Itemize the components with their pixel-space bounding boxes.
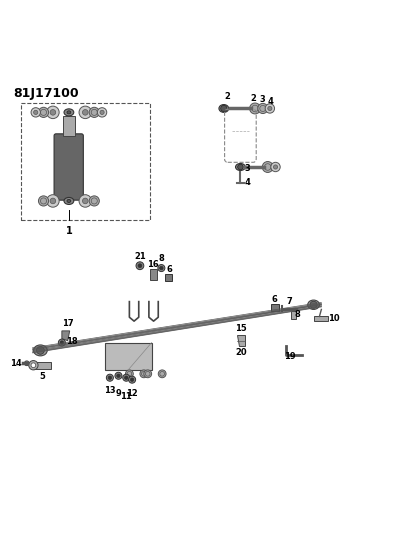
Text: 1: 1: [66, 225, 72, 236]
Circle shape: [60, 341, 64, 344]
Bar: [291, 311, 296, 319]
Text: 81J17: 81J17: [13, 87, 53, 100]
Circle shape: [160, 266, 163, 270]
Circle shape: [47, 106, 59, 119]
Ellipse shape: [219, 104, 229, 112]
Ellipse shape: [64, 109, 74, 116]
Text: 8: 8: [295, 310, 301, 319]
Circle shape: [136, 262, 144, 270]
Circle shape: [258, 103, 268, 114]
Text: 100: 100: [48, 87, 79, 100]
Circle shape: [117, 374, 120, 377]
Circle shape: [97, 108, 107, 117]
Ellipse shape: [33, 345, 47, 356]
Circle shape: [59, 339, 65, 346]
Text: 17: 17: [62, 319, 73, 328]
Text: 8: 8: [158, 254, 164, 263]
Text: 6: 6: [272, 295, 277, 304]
Text: 11: 11: [119, 392, 131, 401]
Circle shape: [262, 161, 273, 173]
Circle shape: [144, 370, 152, 378]
Ellipse shape: [235, 164, 245, 171]
Ellipse shape: [308, 300, 320, 310]
Text: 2: 2: [224, 92, 230, 101]
Text: 6: 6: [166, 264, 172, 273]
Circle shape: [100, 110, 104, 115]
Circle shape: [34, 110, 38, 115]
Text: 15: 15: [235, 324, 247, 333]
Bar: [314, 317, 329, 321]
Circle shape: [250, 103, 261, 114]
Circle shape: [238, 164, 243, 169]
Bar: [271, 304, 279, 311]
Circle shape: [24, 361, 29, 366]
Polygon shape: [237, 335, 245, 346]
Circle shape: [125, 370, 133, 378]
Circle shape: [89, 196, 99, 206]
Circle shape: [129, 376, 136, 383]
Circle shape: [39, 107, 49, 117]
Text: 5: 5: [39, 372, 45, 381]
Circle shape: [140, 370, 148, 378]
Text: 2: 2: [250, 94, 256, 103]
Text: 3: 3: [244, 164, 250, 173]
Circle shape: [310, 301, 317, 308]
Bar: [33, 362, 51, 369]
Circle shape: [29, 360, 38, 370]
Circle shape: [158, 370, 166, 378]
Text: 10: 10: [329, 313, 340, 322]
Bar: [21, 103, 150, 220]
Text: 21: 21: [134, 252, 146, 261]
Text: 4: 4: [268, 96, 274, 106]
Circle shape: [39, 196, 49, 206]
Text: 20: 20: [235, 349, 247, 358]
Text: 13: 13: [104, 385, 116, 394]
Circle shape: [50, 198, 56, 204]
Text: 12: 12: [126, 390, 138, 399]
Bar: [63, 116, 75, 136]
Circle shape: [221, 106, 227, 111]
Circle shape: [89, 107, 99, 117]
Text: 18: 18: [66, 337, 77, 346]
Text: 16: 16: [147, 260, 159, 269]
Circle shape: [50, 110, 56, 115]
Circle shape: [79, 195, 92, 207]
Text: 4: 4: [244, 178, 250, 187]
Text: 14: 14: [10, 359, 22, 368]
Circle shape: [274, 165, 277, 169]
Circle shape: [268, 107, 272, 110]
Circle shape: [115, 372, 122, 379]
Ellipse shape: [67, 111, 71, 114]
Circle shape: [79, 106, 92, 119]
Bar: [105, 343, 152, 370]
Bar: [165, 274, 172, 281]
Text: 19: 19: [285, 352, 296, 361]
Circle shape: [47, 195, 59, 207]
FancyBboxPatch shape: [54, 134, 83, 200]
Text: 9: 9: [116, 390, 121, 399]
Circle shape: [123, 374, 130, 381]
Circle shape: [37, 346, 44, 354]
Text: 7: 7: [286, 296, 292, 305]
Circle shape: [83, 198, 88, 204]
Ellipse shape: [64, 197, 74, 205]
Circle shape: [265, 104, 275, 113]
Circle shape: [31, 363, 36, 368]
Circle shape: [31, 108, 40, 117]
Circle shape: [83, 110, 88, 115]
Bar: [151, 269, 157, 280]
Polygon shape: [62, 331, 70, 341]
Circle shape: [130, 378, 134, 382]
Circle shape: [271, 163, 280, 172]
Text: 3: 3: [259, 95, 265, 104]
Circle shape: [107, 374, 114, 381]
Circle shape: [138, 264, 142, 268]
Circle shape: [158, 264, 165, 272]
Circle shape: [125, 376, 128, 379]
Ellipse shape: [67, 199, 71, 203]
Circle shape: [108, 376, 112, 379]
